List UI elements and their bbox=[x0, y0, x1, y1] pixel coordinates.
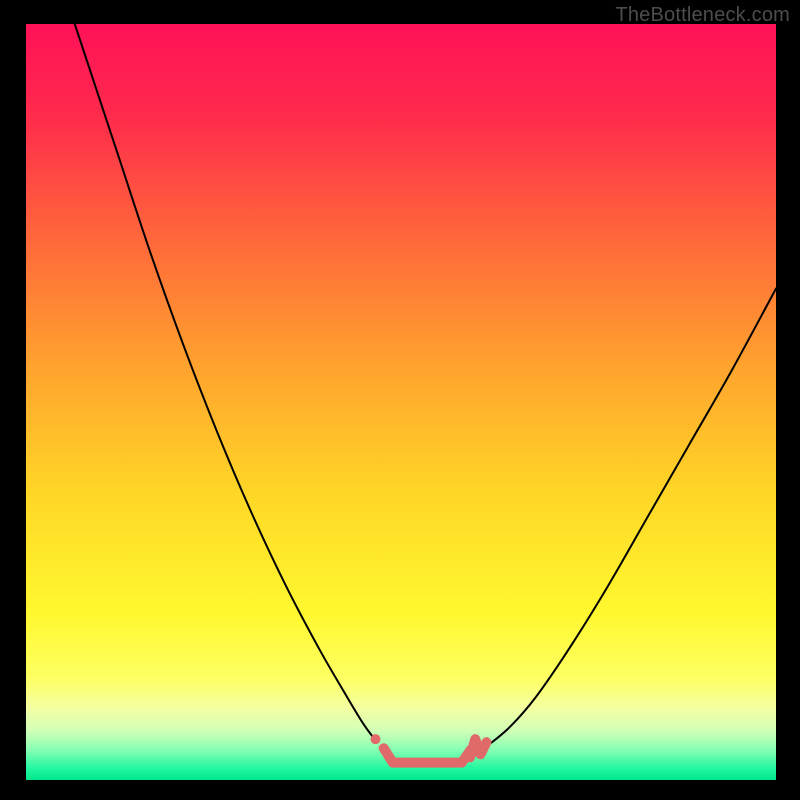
chart-stage: TheBottleneck.com bbox=[0, 0, 800, 800]
left-end-dot bbox=[371, 734, 381, 744]
bottleneck-chart bbox=[0, 0, 800, 800]
right-end-line bbox=[470, 739, 487, 757]
